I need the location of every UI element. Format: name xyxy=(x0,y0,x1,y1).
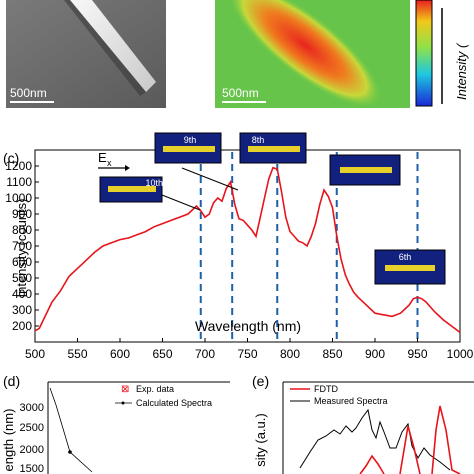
colorbar xyxy=(415,0,433,107)
y-axis-label: Intensity (counts) xyxy=(14,199,29,298)
y-axis-label-e: sity (a.u.) xyxy=(253,413,268,466)
x-tick-label-500: 500 xyxy=(25,347,45,361)
scalebar-label-a: 500nm xyxy=(10,86,47,100)
intensity-map-panel xyxy=(215,0,410,108)
mode-label-10th: 10th xyxy=(146,178,164,188)
mode-inset-9th xyxy=(154,132,239,191)
y-tick-label-1200: 1200 xyxy=(5,159,32,173)
y-tick-label-700: 700 xyxy=(12,239,32,253)
mode-label-8th: 8th xyxy=(252,135,265,145)
ytick-d-3000: 3000 xyxy=(20,402,44,414)
panel-label-c: (c) xyxy=(3,150,19,166)
x-tick-label-900: 900 xyxy=(365,347,385,361)
mode-inset-10th xyxy=(99,176,201,211)
polarization-subscript: x xyxy=(107,158,112,168)
y-tick-label-900: 900 xyxy=(12,207,32,221)
panel-label-d: (d) xyxy=(3,373,20,389)
mode-inset-8th xyxy=(239,132,307,164)
mode-label-9th: 9th xyxy=(184,135,197,145)
y-tick-label-1000: 1000 xyxy=(5,191,32,205)
x-tick-label-600: 600 xyxy=(110,347,130,361)
ytick-d-1500: 1500 xyxy=(20,463,44,474)
legend-measured-label: Measured Spectra xyxy=(314,396,388,406)
polarization-label: E xyxy=(98,150,107,165)
legend-d: ⊠ Exp. data Calculated Spectra xyxy=(115,384,212,408)
spectrum-line xyxy=(34,166,461,334)
scalebar-label-b: 500nm xyxy=(222,86,259,100)
colorbar-label: Intensity ( xyxy=(454,42,469,100)
chart-d: 3000 2500 2000 1500 ength (nm) ⊠ Exp. da… xyxy=(1,381,230,474)
ytick-d-2500: 2500 xyxy=(20,422,44,434)
x-tick-label-800: 800 xyxy=(280,347,300,361)
legend-e: FDTD Measured Spectra xyxy=(290,384,388,406)
svg-text:⊠: ⊠ xyxy=(121,384,129,395)
x-tick-label-1000: 1000 xyxy=(447,347,474,361)
x-axis-label: Wavelength (nm) xyxy=(195,318,301,334)
legend-exp-label: Exp. data xyxy=(136,384,174,394)
y-tick-label-600: 600 xyxy=(12,255,32,269)
y-tick-label-1100: 1100 xyxy=(6,175,32,189)
mode-inset-7th xyxy=(329,154,401,186)
y-tick-label-400: 400 xyxy=(12,287,32,301)
legend-calc-label: Calculated Spectra xyxy=(136,398,212,408)
mode-label-6th: 6th xyxy=(399,252,412,262)
spectrum-chart: 500 550 600 650 700 750 800 850 900 950 1000 200 30… xyxy=(5,132,474,361)
y-tick-label-200: 200 xyxy=(12,319,32,333)
mode-inset-6th xyxy=(374,249,446,285)
chart-e: sity (a.u.) FDTD Measured Spectra xyxy=(253,381,474,474)
mode-label-7th: 7th xyxy=(314,157,327,167)
y-tick-label-500: 500 xyxy=(12,271,32,285)
ytick-d-2000: 2000 xyxy=(20,444,44,456)
panel-label-e: (e) xyxy=(252,373,269,389)
x-tick-label-750: 750 xyxy=(237,347,257,361)
measured-curve-e xyxy=(299,408,451,471)
x-tick-label-550: 550 xyxy=(67,347,87,361)
x-tick-label-700: 700 xyxy=(195,347,215,361)
legend-fdtd-label: FDTD xyxy=(314,384,338,394)
x-tick-label-650: 650 xyxy=(152,347,172,361)
y-axis-label-d: ength (nm) xyxy=(1,409,16,472)
fdtd-curve-e xyxy=(359,405,461,474)
calc-curve-d xyxy=(49,387,93,473)
y-tick-label-800: 800 xyxy=(12,223,32,237)
y-tick-label-300: 300 xyxy=(12,303,32,317)
sem-image-panel xyxy=(6,0,166,108)
x-tick-label-850: 850 xyxy=(322,347,342,361)
x-tick-label-950: 950 xyxy=(407,347,427,361)
